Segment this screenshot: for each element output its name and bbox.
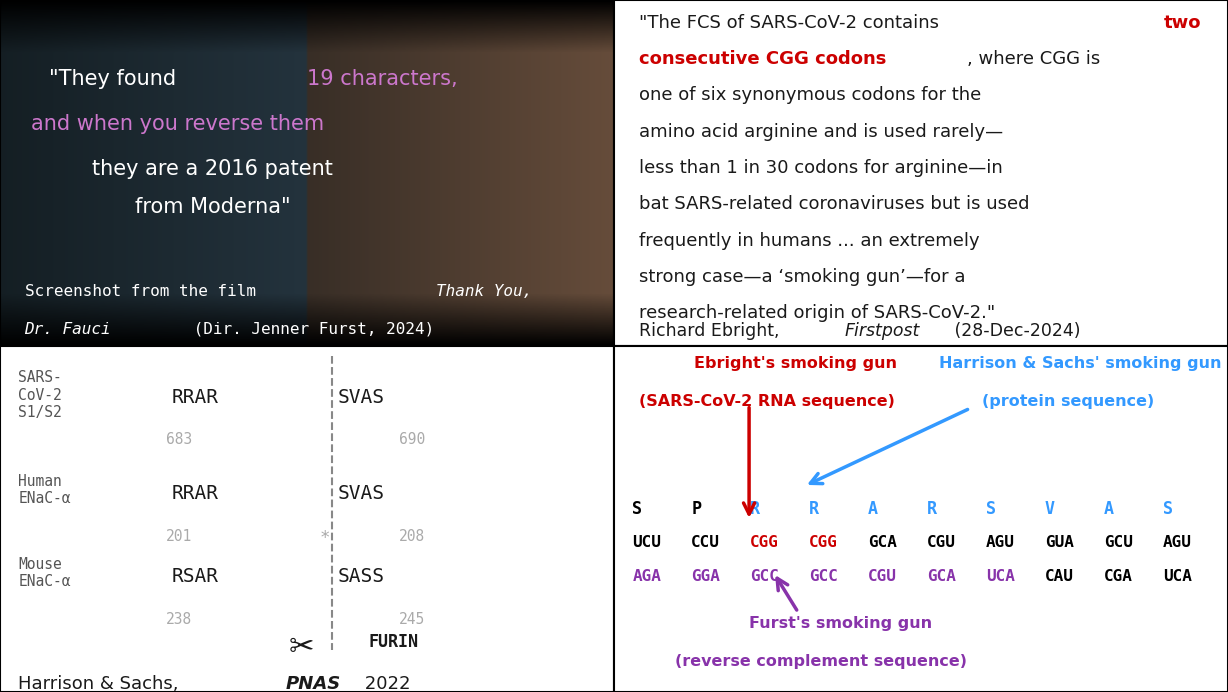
Text: consecutive CGG codons: consecutive CGG codons (639, 51, 885, 69)
Text: 208: 208 (399, 529, 425, 545)
Text: GCA: GCA (868, 534, 898, 549)
Text: S: S (986, 500, 996, 518)
Text: S: S (632, 500, 642, 518)
Text: Harrison & Sachs,: Harrison & Sachs, (18, 675, 184, 692)
Text: 245: 245 (399, 612, 425, 628)
Text: SVAS: SVAS (338, 484, 384, 503)
Text: UCA: UCA (986, 569, 1016, 584)
Text: GCA: GCA (927, 569, 957, 584)
Text: CAU: CAU (1045, 569, 1074, 584)
Text: they are a 2016 patent: they are a 2016 patent (92, 159, 333, 179)
Text: GCC: GCC (809, 569, 839, 584)
Text: 238: 238 (166, 612, 192, 628)
Text: 2022: 2022 (360, 675, 410, 692)
Text: FURIN: FURIN (368, 633, 419, 651)
Text: CGU: CGU (927, 534, 957, 549)
Text: 683: 683 (166, 432, 192, 448)
Text: Dr. Fauci: Dr. Fauci (25, 322, 112, 337)
Text: ✂: ✂ (289, 633, 314, 662)
Text: Richard Ebright,: Richard Ebright, (639, 322, 785, 340)
Text: CCU: CCU (691, 534, 721, 549)
Text: P: P (691, 500, 701, 518)
Text: strong case—a ‘smoking gun’—for a: strong case—a ‘smoking gun’—for a (639, 268, 965, 286)
Text: UCA: UCA (1163, 569, 1192, 584)
Text: RRAR: RRAR (172, 484, 219, 503)
Text: research-related origin of SARS-CoV-2.": research-related origin of SARS-CoV-2." (639, 304, 995, 322)
Text: (28-Dec-2024): (28-Dec-2024) (949, 322, 1081, 340)
Text: RSAR: RSAR (172, 567, 219, 586)
Text: "The FCS of SARS-CoV-2 contains: "The FCS of SARS-CoV-2 contains (639, 14, 944, 32)
Text: GCU: GCU (1104, 534, 1133, 549)
Text: CGG: CGG (750, 534, 780, 549)
Text: AGA: AGA (632, 569, 662, 584)
Text: A: A (868, 500, 878, 518)
Text: *: * (319, 529, 330, 547)
Text: frequently in humans ... an extremely: frequently in humans ... an extremely (639, 232, 979, 250)
Text: SARS-
CoV-2
S1/S2: SARS- CoV-2 S1/S2 (18, 370, 63, 420)
Text: RRAR: RRAR (172, 388, 219, 406)
Text: Harrison & Sachs' smoking gun: Harrison & Sachs' smoking gun (939, 356, 1222, 372)
Text: GCC: GCC (750, 569, 780, 584)
Text: Thank You,: Thank You, (436, 284, 532, 299)
Text: S: S (1163, 500, 1173, 518)
Text: amino acid arginine and is used rarely—: amino acid arginine and is used rarely— (639, 122, 1003, 141)
Text: AGU: AGU (1163, 534, 1192, 549)
Text: GUA: GUA (1045, 534, 1074, 549)
Text: two: two (1164, 14, 1201, 32)
Text: SVAS: SVAS (338, 388, 384, 406)
Text: Human
ENaC-α: Human ENaC-α (18, 474, 71, 507)
Text: CGG: CGG (809, 534, 839, 549)
Text: R: R (809, 500, 819, 518)
Text: CGA: CGA (1104, 569, 1133, 584)
Text: UCU: UCU (632, 534, 662, 549)
Text: (protein sequence): (protein sequence) (982, 394, 1154, 410)
Text: 19 characters,: 19 characters, (307, 69, 458, 89)
Text: from Moderna": from Moderna" (135, 197, 291, 217)
Text: R: R (750, 500, 760, 518)
Text: Mouse
ENaC-α: Mouse ENaC-α (18, 557, 71, 590)
Text: and when you reverse them: and when you reverse them (31, 114, 324, 134)
Text: 690: 690 (399, 432, 425, 448)
Text: AGU: AGU (986, 534, 1016, 549)
Text: V: V (1045, 500, 1055, 518)
Text: GGA: GGA (691, 569, 721, 584)
Text: (SARS-CoV-2 RNA sequence): (SARS-CoV-2 RNA sequence) (639, 394, 894, 410)
Text: PNAS: PNAS (285, 675, 340, 692)
Text: "They found: "They found (49, 69, 183, 89)
Text: bat SARS-related coronaviruses but is used: bat SARS-related coronaviruses but is us… (639, 196, 1029, 214)
Text: A: A (1104, 500, 1114, 518)
Text: Furst's smoking gun: Furst's smoking gun (749, 616, 932, 631)
Text: Firstpost: Firstpost (845, 322, 920, 340)
Text: R: R (927, 500, 937, 518)
Text: (Dir. Jenner Furst, 2024): (Dir. Jenner Furst, 2024) (184, 322, 435, 337)
Text: less than 1 in 30 codons for arginine—in: less than 1 in 30 codons for arginine—in (639, 159, 1002, 177)
Text: SASS: SASS (338, 567, 384, 586)
Text: CGU: CGU (868, 569, 898, 584)
Text: Ebright's smoking gun: Ebright's smoking gun (694, 356, 896, 372)
Text: , where CGG is: , where CGG is (968, 51, 1100, 69)
Text: one of six synonymous codons for the: one of six synonymous codons for the (639, 86, 981, 104)
Text: 201: 201 (166, 529, 192, 545)
Text: (reverse complement sequence): (reverse complement sequence) (675, 654, 968, 669)
Text: Screenshot from the film: Screenshot from the film (25, 284, 265, 299)
